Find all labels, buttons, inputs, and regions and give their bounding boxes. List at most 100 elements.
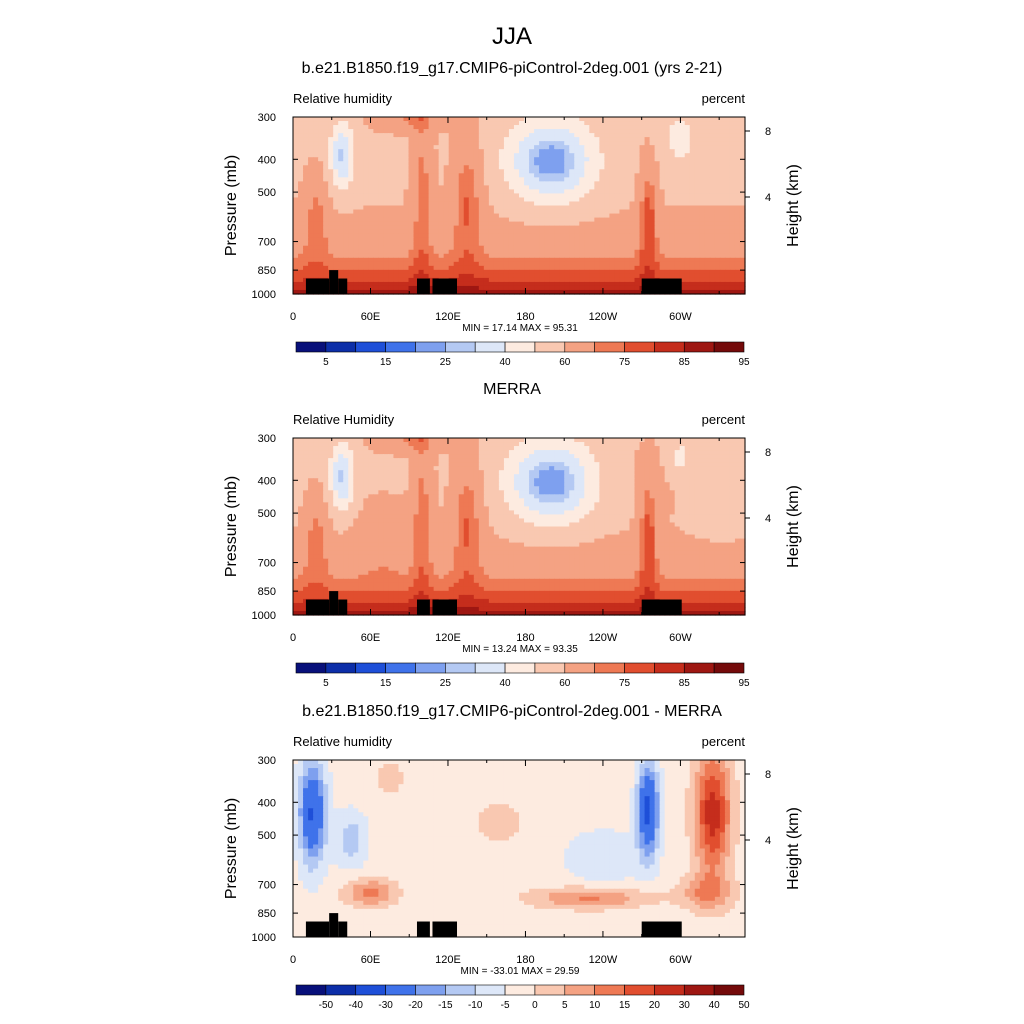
heatmap-cell — [473, 197, 480, 203]
heatmap-cell — [423, 197, 430, 203]
heatmap-cell — [549, 458, 555, 463]
heatmap-cell — [649, 141, 656, 146]
heatmap-cell — [443, 117, 450, 122]
heatmap-cell — [659, 438, 666, 443]
heatmap-cell — [544, 121, 550, 126]
heatmap-cell — [734, 269, 741, 275]
heatmap-cell — [443, 458, 450, 463]
heatmap-cell — [654, 261, 661, 267]
heatmap-cell — [674, 217, 681, 223]
heatmap-cell — [554, 209, 560, 215]
heatmap-cell — [714, 438, 721, 443]
heatmap-cell — [333, 137, 339, 142]
heatmap-cell — [554, 129, 560, 134]
heatmap-cell — [428, 117, 435, 122]
heatmap-cell — [694, 261, 701, 267]
heatmap-cell — [493, 285, 500, 291]
heatmap-cell — [669, 173, 676, 178]
heatmap-cell — [554, 265, 560, 271]
heatmap-cell — [544, 153, 550, 158]
heatmap-cell — [323, 245, 329, 251]
heatmap-cell — [508, 454, 515, 459]
heatmap-cell — [368, 450, 374, 455]
heatmap-cell — [559, 438, 565, 443]
heatmap-cell — [398, 205, 405, 211]
heatmap-cell — [609, 249, 616, 255]
heatmap-cell — [699, 442, 706, 447]
heatmap-cell — [403, 153, 410, 158]
heatmap-cell — [353, 157, 359, 162]
heatmap-cell — [569, 466, 575, 471]
heatmap-cell — [308, 466, 314, 471]
heatmap-cell — [383, 189, 390, 195]
heatmap-cell — [669, 189, 676, 195]
heatmap-cell — [724, 442, 731, 447]
heatmap-cell — [634, 450, 641, 455]
heatmap-cell — [534, 462, 540, 467]
heatmap-cell — [594, 257, 600, 263]
heatmap-cell — [609, 117, 616, 122]
heatmap-cell — [589, 205, 595, 211]
heatmap-cell — [363, 205, 369, 211]
heatmap-cell — [368, 141, 374, 146]
heatmap-cell — [719, 450, 726, 455]
heatmap-cell — [458, 273, 465, 279]
heatmap-cell — [594, 233, 600, 239]
heatmap-cell — [594, 265, 600, 271]
heatmap-cell — [493, 181, 500, 186]
heatmap-cell — [298, 141, 304, 146]
heatmap-cell — [513, 446, 520, 451]
heatmap-cell — [614, 458, 621, 463]
heatmap-cell — [724, 446, 731, 451]
heatmap-cell — [604, 458, 610, 463]
heatmap-cell — [433, 181, 440, 186]
heatmap-cell — [704, 229, 711, 235]
heatmap-cell — [659, 177, 666, 182]
heatmap-cell — [343, 165, 349, 170]
heatmap-cell — [574, 205, 580, 211]
heatmap-cell — [599, 454, 605, 459]
heatmap-cell — [679, 169, 686, 174]
heatmap-cell — [403, 197, 410, 203]
heatmap-cell — [308, 249, 314, 255]
heatmap-cell — [704, 277, 711, 283]
heatmap-cell — [529, 446, 535, 451]
heatmap-cell — [493, 177, 500, 182]
heatmap-cell — [413, 253, 420, 259]
heatmap-cell — [684, 249, 691, 255]
heatmap-cell — [358, 273, 364, 279]
heatmap-cell — [398, 185, 405, 191]
heatmap-cell — [674, 458, 681, 463]
heatmap-cell — [544, 165, 550, 170]
heatmap-cell — [619, 177, 626, 182]
heatmap-cell — [358, 454, 364, 459]
heatmap-cell — [483, 277, 490, 283]
heatmap-cell — [448, 237, 455, 243]
heatmap-cell — [624, 133, 631, 138]
heatmap-cell — [438, 474, 445, 479]
heatmap-cell — [649, 458, 656, 463]
heatmap-cell — [669, 165, 676, 170]
heatmap-cell — [473, 157, 480, 162]
heatmap-cell — [554, 213, 560, 219]
heatmap-cell — [629, 161, 636, 166]
heatmap-cell — [639, 233, 646, 239]
heatmap-cell — [664, 466, 671, 471]
heatmap-cell — [679, 181, 686, 186]
heatmap-cell — [534, 169, 540, 174]
heatmap-cell — [684, 125, 691, 130]
heatmap-cell — [549, 141, 555, 146]
heatmap-cell — [348, 121, 354, 126]
heatmap-cell — [584, 462, 590, 467]
heatmap-cell — [584, 289, 590, 295]
heatmap-cell — [353, 189, 359, 195]
heatmap-cell — [508, 165, 515, 170]
heatmap-cell — [574, 446, 580, 451]
heatmap-cell — [453, 241, 460, 247]
heatmap-cell — [549, 197, 555, 203]
heatmap-cell — [684, 442, 691, 447]
heatmap-cell — [373, 225, 379, 231]
heatmap-cell — [483, 225, 490, 231]
heatmap-cell — [549, 121, 555, 126]
heatmap-cell — [468, 229, 475, 235]
